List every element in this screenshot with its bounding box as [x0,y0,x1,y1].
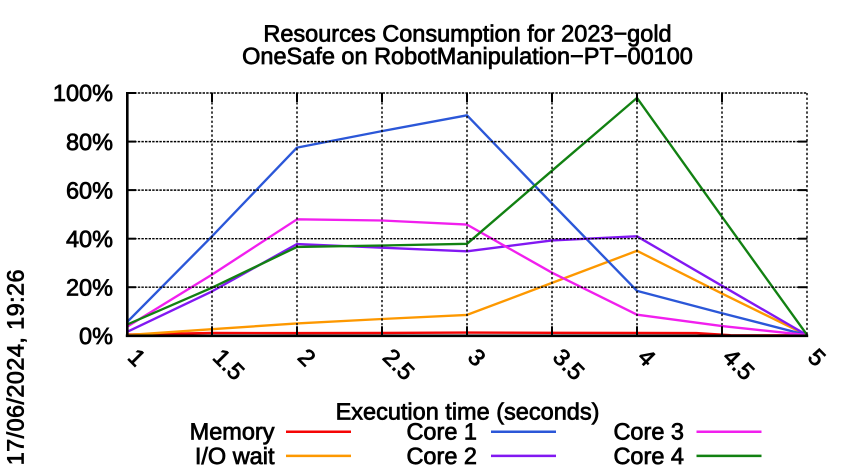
svg-text:0%: 0% [79,323,113,349]
svg-text:20%: 20% [66,274,113,300]
svg-text:Memory: Memory [190,419,275,445]
svg-text:Execution time (seconds): Execution time (seconds) [336,399,600,425]
svg-text:I/O wait: I/O wait [195,443,275,469]
svg-text:Core 3: Core 3 [613,419,684,445]
svg-text:40%: 40% [66,226,113,252]
svg-text:Resources Consumption for 2023: Resources Consumption for 2023−gold [263,21,671,47]
svg-text:100%: 100% [53,80,113,106]
svg-text:Core 2: Core 2 [406,443,477,469]
svg-text:Core 1: Core 1 [406,419,477,445]
svg-text:17/06/2024, 19:26: 17/06/2024, 19:26 [3,269,29,465]
svg-text:Core 4: Core 4 [613,443,684,469]
svg-text:60%: 60% [66,177,113,203]
svg-text:80%: 80% [66,129,113,155]
svg-text:OneSafe on RobotManipulation−P: OneSafe on RobotManipulation−PT−00100 [242,43,693,69]
